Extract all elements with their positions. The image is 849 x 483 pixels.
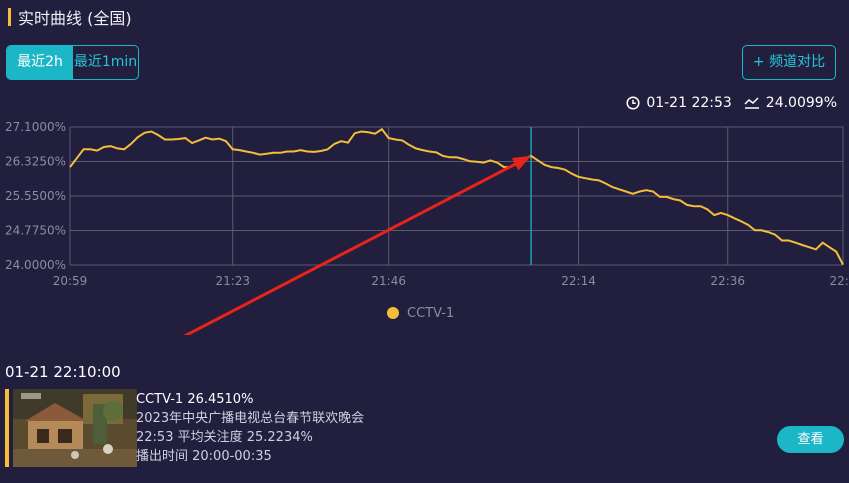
legend-marker-cctv1 (387, 307, 399, 319)
y-axis-ticks: 27.1000% 26.3250% 25.5500% 24.7750% 24.0000% (5, 120, 66, 272)
x-tick-label: 22:36 (710, 274, 745, 288)
legend-label-cctv1: CCTV-1 (407, 306, 454, 321)
program-channel-rating: CCTV-1 26.4510% (136, 392, 254, 407)
program-airtime: 播出时间 20:00-00:35 (136, 449, 272, 464)
cursor-readout: 01-21 22:53 24.0099% (626, 95, 837, 111)
title-accent-bar (8, 8, 11, 26)
program-average-attention: 22:53 平均关注度 25.2234% (136, 430, 313, 445)
program-title: 2023年中央广播电视总台春节联欢晚会 (136, 411, 365, 426)
y-tick-label: 27.1000% (5, 120, 66, 134)
range-2h-button[interactable]: 最近2h (7, 46, 73, 79)
x-axis-ticks: 20:59 21:23 21:46 22:14 22:36 22:5 (53, 274, 849, 288)
card-accent-bar (5, 389, 9, 467)
readout-value: 24.0099% (765, 95, 837, 111)
channel-compare-button[interactable]: + 频道对比 (742, 45, 836, 80)
chart-grid (69, 126, 844, 266)
y-tick-label: 25.5500% (5, 189, 66, 203)
realtime-line-chart[interactable]: 27.1000% 26.3250% 25.5500% 24.7750% 24.0000%… (0, 110, 849, 335)
x-tick-label: 20:59 (53, 274, 88, 288)
program-card: CCTV-1 26.4510% 2023年中央广播电视总台春节联欢晚会 22:5… (5, 389, 849, 467)
view-button[interactable]: 查看 (777, 426, 844, 453)
chart-legend[interactable]: CCTV-1 (387, 306, 454, 321)
x-tick-label: 22:14 (561, 274, 596, 288)
trend-line-icon (744, 97, 759, 109)
y-tick-label: 24.0000% (5, 258, 66, 272)
annotation-arrow-shaft (183, 162, 516, 335)
clock-icon (626, 96, 640, 110)
y-tick-label: 24.7750% (5, 224, 66, 238)
annotation-time: 01-21 22:10:00 (5, 363, 121, 381)
page-title-bar: 实时曲线 (全国) (8, 6, 132, 28)
time-range-toggle: 最近2h 最近1min (6, 45, 139, 80)
annotation-arrow (183, 155, 532, 335)
series-line-cctv1 (69, 127, 844, 266)
program-info: CCTV-1 26.4510% 2023年中央广播电视总台春节联欢晚会 22:5… (136, 390, 364, 466)
program-thumbnail[interactable] (13, 389, 137, 467)
annotation-arrow-head (511, 155, 532, 171)
y-tick-label: 26.3250% (5, 155, 66, 169)
x-tick-label: 21:23 (215, 274, 250, 288)
readout-time: 01-21 22:53 (646, 95, 732, 111)
page-title: 实时曲线 (全国) (18, 9, 132, 28)
range-1min-button[interactable]: 最近1min (73, 54, 138, 70)
x-tick-label: 22:5 (830, 274, 849, 288)
x-tick-label: 21:46 (371, 274, 406, 288)
